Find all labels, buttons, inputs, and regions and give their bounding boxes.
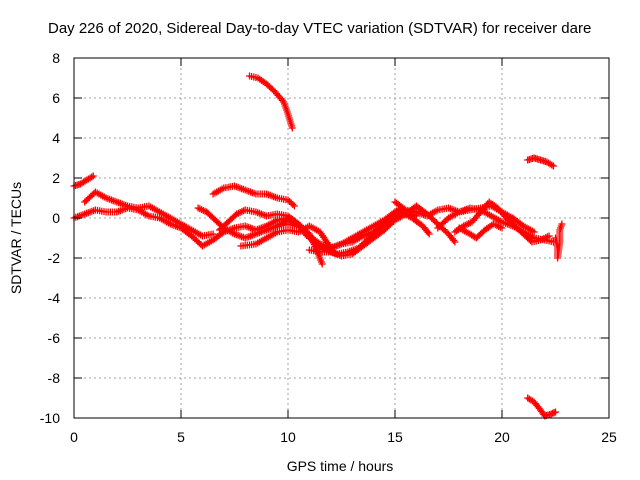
series-points xyxy=(524,154,557,170)
x-tick-label: 15 xyxy=(387,429,403,445)
x-tick-label: 0 xyxy=(70,429,78,445)
y-tick-label: -10 xyxy=(40,410,60,426)
series-arc-18 xyxy=(524,394,559,420)
series-points xyxy=(455,220,506,242)
x-tick-label: 20 xyxy=(494,429,510,445)
series-arc-15 xyxy=(455,220,506,242)
x-axis-label: GPS time / hours xyxy=(287,458,394,474)
x-tick-label: 5 xyxy=(177,429,185,445)
series-arc-8 xyxy=(246,72,296,132)
y-tick-label: 8 xyxy=(52,50,60,66)
series-arc-14 xyxy=(451,198,553,246)
plot-frame xyxy=(73,57,610,419)
chart-title: Day 226 of 2020, Sidereal Day-to-day VTE… xyxy=(48,20,591,37)
y-tick-label: 2 xyxy=(52,170,60,186)
axis-ticks: 0 5 10 15 20 25 -10 -8 -6 -4 -2 0 2 4 6 8 xyxy=(40,50,617,445)
series-arc-6 xyxy=(209,182,298,210)
y-axis-label: SDTVAR / TECUs xyxy=(8,182,24,294)
y-tick-label: 6 xyxy=(52,90,60,106)
series-arc-17 xyxy=(552,220,566,262)
series-arc-16 xyxy=(524,154,557,170)
x-tick-label: 25 xyxy=(601,429,617,445)
y-tick-label: -4 xyxy=(48,290,61,306)
series-points xyxy=(451,198,553,246)
series-points xyxy=(81,188,217,240)
data-series xyxy=(70,72,566,420)
series-arc-3 xyxy=(81,188,217,240)
y-tick-label: -2 xyxy=(48,250,61,266)
y-tick-label: 0 xyxy=(52,210,60,226)
series-points xyxy=(524,394,559,420)
y-tick-label: -6 xyxy=(48,330,61,346)
series-points xyxy=(246,72,296,132)
y-tick-label: 4 xyxy=(52,130,60,146)
grid-lines xyxy=(74,58,609,418)
y-tick-label: -8 xyxy=(48,370,61,386)
series-points xyxy=(552,220,566,262)
series-points xyxy=(209,182,298,210)
x-tick-label: 10 xyxy=(280,429,296,445)
